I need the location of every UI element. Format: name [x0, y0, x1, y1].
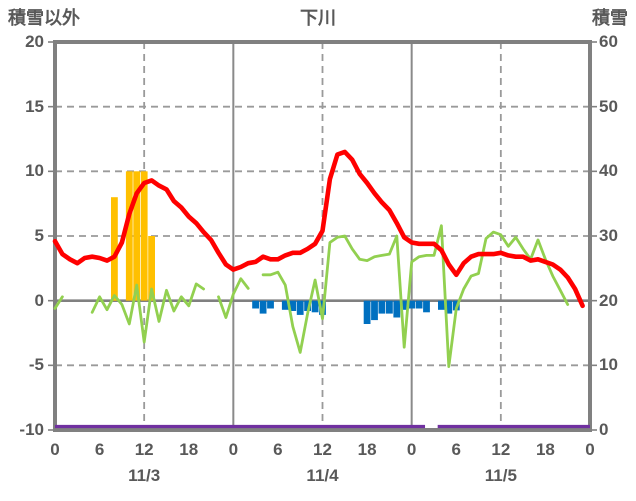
- blue-bar: [378, 300, 386, 314]
- left-axis-tick-label: -5: [28, 355, 44, 375]
- blue-bar: [438, 300, 445, 310]
- day-label: 11/4: [306, 466, 339, 485]
- blue-bar: [371, 300, 378, 321]
- orange-bar: [148, 236, 155, 301]
- blue-bar: [267, 300, 274, 309]
- x-axis-tick-label: 12: [491, 440, 511, 459]
- green-line: [53, 224, 570, 368]
- day-label: 11/5: [484, 466, 517, 485]
- x-axis-tick-label: 6: [273, 440, 283, 459]
- left-axis-tick-label: 10: [25, 161, 44, 181]
- left-axis-tick-label: 0: [34, 290, 44, 310]
- right-axis-title: 積雪: [592, 8, 628, 28]
- blue-bar: [296, 300, 304, 315]
- x-axis-tick-label: 6: [94, 440, 105, 459]
- chart-title: 下川: [300, 8, 336, 28]
- orange-bar: [111, 197, 118, 301]
- blue-bar: [289, 300, 297, 311]
- blue-bar: [252, 300, 259, 309]
- blue-bar: [311, 300, 319, 313]
- x-axis-tick-label: 0: [50, 440, 60, 459]
- right-axis-tick-label: 0: [599, 420, 609, 439]
- right-axis-tick-label: 60: [599, 32, 618, 51]
- blue-bar: [400, 300, 408, 310]
- left-axis-tick-label: 20: [25, 32, 44, 51]
- blue-bar: [386, 300, 393, 314]
- orange-bar: [140, 171, 148, 301]
- x-axis-tick-label: 12: [313, 440, 332, 459]
- blue-bar: [259, 300, 267, 314]
- x-axis-tick-label: 18: [535, 440, 555, 459]
- x-axis-tick-label: 6: [451, 440, 461, 459]
- blue-bar: [445, 300, 453, 314]
- x-axis-tick-label: 18: [357, 440, 377, 459]
- blue-bar: [423, 300, 430, 313]
- day-label: 11/3: [128, 466, 161, 485]
- right-axis-tick-label: 10: [599, 355, 618, 375]
- left-axis-tick-label: 15: [25, 96, 44, 116]
- blue-bar: [363, 300, 371, 324]
- x-axis-tick-label: 0: [406, 440, 417, 459]
- right-axis-tick-label: 50: [599, 96, 618, 116]
- right-axis-tick-label: 30: [599, 226, 618, 245]
- x-axis-tick-label: 18: [179, 440, 199, 459]
- blue-bar: [415, 300, 423, 309]
- red-line: [52, 149, 585, 309]
- blue-bar: [304, 300, 311, 311]
- orange-bar: [133, 171, 141, 301]
- blue-bar: [281, 300, 289, 310]
- x-axis-tick-label: 0: [228, 440, 239, 459]
- blue-bar: [393, 300, 401, 318]
- right-axis-tick-label: 40: [599, 161, 618, 181]
- left-axis-tick-label: -10: [19, 420, 44, 439]
- blue-bar: [408, 300, 416, 309]
- x-axis-tick-label: 12: [134, 440, 154, 459]
- x-axis-tick-label: 0: [585, 440, 595, 459]
- right-axis-tick-label: 20: [599, 290, 618, 310]
- plot-border: [53, 40, 592, 432]
- orange-bar: [125, 171, 133, 301]
- left-axis-tick-label: 5: [34, 226, 44, 245]
- left-axis-title: 積雪以外: [8, 8, 80, 28]
